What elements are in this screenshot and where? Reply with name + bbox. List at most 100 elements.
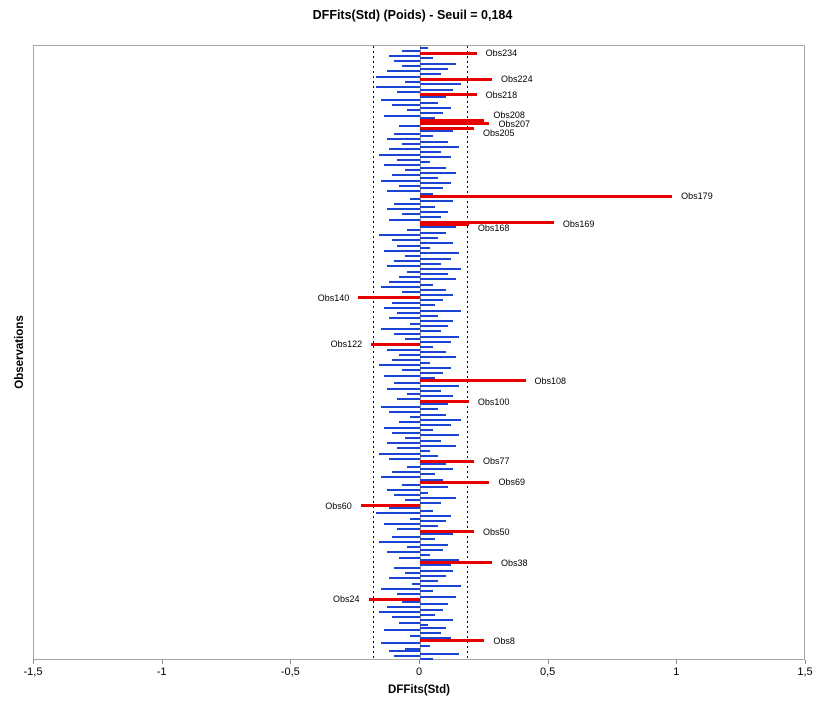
flagged-bar-obs38 bbox=[420, 561, 493, 565]
bar-obs233 bbox=[389, 54, 420, 57]
bar-obs68 bbox=[401, 483, 420, 486]
bar-obs26 bbox=[396, 593, 420, 595]
bar-obs149 bbox=[420, 273, 449, 276]
bar-obs43 bbox=[420, 548, 444, 551]
bar-obs87 bbox=[420, 434, 459, 437]
bar-obs129 bbox=[420, 325, 449, 328]
bar-obs39 bbox=[420, 559, 459, 562]
bar-obs54 bbox=[420, 520, 446, 523]
bar-obs157 bbox=[420, 252, 459, 255]
bar-obs162 bbox=[391, 239, 420, 242]
bar-obs63 bbox=[420, 496, 457, 499]
bar-obs37 bbox=[420, 564, 451, 567]
bar-obs45 bbox=[420, 543, 449, 546]
flagged-bar-obs122 bbox=[371, 342, 420, 346]
bar-obs163 bbox=[420, 236, 438, 239]
obs-label-obs8: Obs8 bbox=[493, 635, 515, 646]
bar-obs105 bbox=[386, 387, 420, 390]
bar-obs79 bbox=[420, 455, 438, 458]
bar-obs64 bbox=[394, 494, 420, 497]
bar-obs113 bbox=[420, 366, 451, 369]
bar-obs34 bbox=[404, 572, 420, 575]
bar-obs191 bbox=[383, 164, 420, 166]
bar-obs160 bbox=[396, 244, 420, 247]
bar-obs166 bbox=[407, 229, 420, 231]
bar-obs190 bbox=[420, 166, 446, 169]
bar-obs9 bbox=[420, 637, 451, 640]
bar-obs65 bbox=[420, 491, 428, 494]
bar-obs61 bbox=[420, 502, 441, 504]
bar-obs148 bbox=[399, 275, 420, 278]
bar-obs165 bbox=[420, 231, 446, 234]
flagged-bar-obs100 bbox=[420, 400, 469, 404]
bar-obs1 bbox=[420, 658, 433, 660]
bar-obs23 bbox=[401, 600, 420, 603]
bar-obs217 bbox=[420, 96, 446, 99]
bar-obs16 bbox=[420, 619, 454, 621]
bar-obs72 bbox=[420, 473, 436, 476]
flagged-bar-obs169 bbox=[420, 220, 554, 224]
bar-obs6 bbox=[420, 645, 431, 647]
bar-obs215 bbox=[420, 101, 438, 104]
bar-obs57 bbox=[376, 512, 420, 515]
bar-obs147 bbox=[420, 278, 457, 281]
bar-obs47 bbox=[420, 538, 436, 541]
bar-obs41 bbox=[420, 554, 431, 556]
bar-obs123 bbox=[420, 340, 451, 343]
bar-obs181 bbox=[386, 190, 420, 192]
bar-obs112 bbox=[401, 369, 420, 372]
flagged-bar-obs69 bbox=[420, 480, 490, 484]
bar-obs70 bbox=[420, 478, 444, 481]
bar-obs158 bbox=[383, 249, 420, 252]
bar-obs164 bbox=[378, 234, 420, 237]
bar-obs48 bbox=[391, 535, 420, 538]
bar-obs183 bbox=[399, 184, 420, 187]
bar-obs143 bbox=[420, 288, 446, 291]
bar-obs188 bbox=[420, 171, 457, 174]
bar-obs154 bbox=[394, 260, 420, 263]
bar-obs228 bbox=[420, 67, 449, 70]
bar-obs156 bbox=[404, 255, 420, 257]
bar-obs95 bbox=[420, 413, 446, 416]
obs-label-obs207: Obs207 bbox=[498, 119, 530, 130]
bar-obs36 bbox=[394, 567, 420, 569]
x-axis-title: DFFits(Std) bbox=[388, 684, 450, 696]
x-tick-mark bbox=[161, 660, 163, 664]
bar-obs31 bbox=[420, 580, 438, 582]
bar-obs94 bbox=[409, 416, 420, 419]
bar-obs85 bbox=[420, 439, 441, 442]
obs-label-obs69: Obs69 bbox=[498, 477, 525, 488]
bar-obs19 bbox=[378, 611, 420, 614]
x-tick-label: 0,5 bbox=[540, 666, 556, 678]
bar-obs59 bbox=[389, 507, 420, 510]
bar-obs141 bbox=[420, 294, 454, 296]
bar-obs103 bbox=[407, 392, 420, 395]
bar-obs152 bbox=[386, 265, 420, 268]
bar-obs145 bbox=[420, 283, 433, 286]
x-tick-label: 0 bbox=[415, 666, 423, 678]
bar-obs126 bbox=[394, 333, 420, 335]
bar-obs14 bbox=[420, 624, 428, 627]
bar-obs83 bbox=[420, 444, 457, 447]
bar-obs136 bbox=[383, 307, 420, 309]
bar-obs171 bbox=[420, 216, 441, 218]
x-tick-mark bbox=[33, 660, 34, 664]
bar-obs53 bbox=[383, 522, 420, 525]
bar-obs15 bbox=[399, 621, 420, 624]
bar-obs78 bbox=[389, 457, 420, 460]
bar-obs101 bbox=[396, 398, 420, 400]
bar-obs227 bbox=[386, 70, 420, 73]
flagged-bar-obs77 bbox=[420, 459, 475, 463]
bar-obs174 bbox=[386, 208, 420, 211]
x-tick-mark bbox=[676, 660, 678, 664]
x-tick-label: 1 bbox=[673, 666, 680, 678]
bar-obs229 bbox=[401, 65, 420, 68]
bar-obs88 bbox=[391, 431, 420, 434]
bar-obs210 bbox=[383, 114, 420, 117]
bar-obs93 bbox=[420, 418, 462, 421]
bar-obs132 bbox=[389, 317, 420, 320]
bar-obs106 bbox=[420, 385, 459, 387]
bar-obs189 bbox=[404, 169, 420, 172]
bar-obs202 bbox=[420, 135, 433, 138]
bar-obs97 bbox=[420, 408, 438, 411]
